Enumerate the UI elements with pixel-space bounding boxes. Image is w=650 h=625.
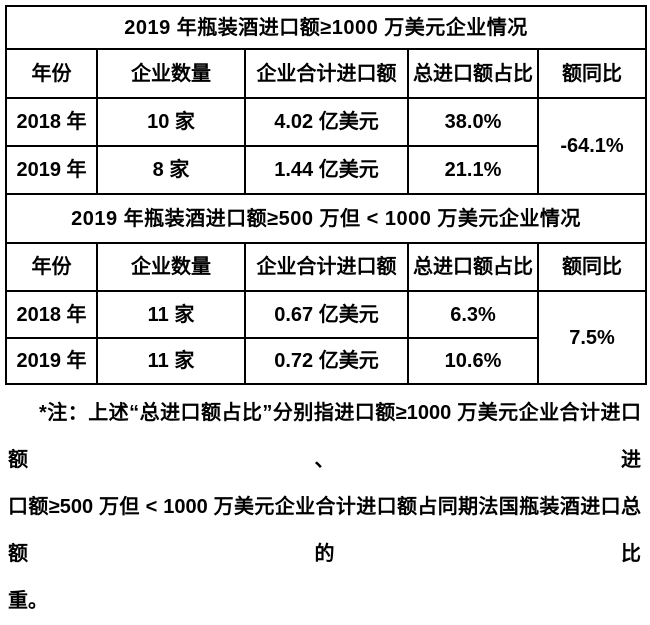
header-total-import: 企业合计进口额 bbox=[244, 242, 409, 292]
section2-title-row: 2019 年瓶装酒进口额≥500 万但 < 1000 万美元企业情况 bbox=[4, 193, 648, 244]
cell-import-share: 10.6% bbox=[407, 337, 539, 385]
cell-company-count: 10 家 bbox=[96, 97, 246, 147]
footnote: *注：上述“总进口额占比”分别指进口额≥1000 万美元企业合计进口额、进 口额… bbox=[8, 390, 641, 625]
header-company-count: 企业数量 bbox=[96, 48, 246, 99]
wine-import-table: 2019 年瓶装酒进口额≥1000 万美元企业情况 年份 企业数量 企业合计进口… bbox=[4, 5, 648, 385]
cell-total-import: 0.72 亿美元 bbox=[244, 337, 409, 385]
header-year: 年份 bbox=[5, 242, 98, 292]
section2-header-row: 年份 企业数量 企业合计进口额 总进口额占比 额同比 bbox=[5, 242, 648, 292]
table-row: 2019 年 11 家 0.72 亿美元 10.6% bbox=[5, 337, 646, 385]
cell-import-share: 6.3% bbox=[407, 290, 539, 339]
header-company-count: 企业数量 bbox=[96, 242, 246, 292]
table-row: 2019 年 8 家 1.44 亿美元 21.1% bbox=[5, 145, 646, 195]
cell-total-import: 0.67 亿美元 bbox=[244, 290, 409, 339]
cell-yoy-merged: 7.5% bbox=[536, 290, 648, 385]
table-row: 2018 年 11 家 0.67 亿美元 6.3% 7.5% bbox=[5, 290, 648, 385]
cell-import-share: 38.0% bbox=[407, 97, 539, 147]
footnote-line: 重。 bbox=[8, 590, 48, 612]
section1-header-row: 年份 企业数量 企业合计进口额 总进口额占比 额同比 bbox=[5, 48, 648, 99]
cell-yoy-merged: -64.1% bbox=[536, 97, 648, 195]
cell-company-count: 8 家 bbox=[96, 145, 246, 195]
cell-total-import: 4.02 亿美元 bbox=[244, 97, 409, 147]
section1-title: 2019 年瓶装酒进口额≥1000 万美元企业情况 bbox=[4, 5, 648, 50]
header-import-share: 总进口额占比 bbox=[407, 242, 539, 292]
cell-total-import: 1.44 亿美元 bbox=[244, 145, 409, 195]
section2-title: 2019 年瓶装酒进口额≥500 万但 < 1000 万美元企业情况 bbox=[4, 193, 648, 244]
cell-year: 2019 年 bbox=[5, 337, 98, 385]
cell-import-share: 21.1% bbox=[407, 145, 539, 195]
header-total-import: 企业合计进口额 bbox=[244, 48, 409, 99]
cell-company-count: 11 家 bbox=[96, 337, 246, 385]
cell-year: 2018 年 bbox=[5, 97, 98, 147]
header-yoy: 额同比 bbox=[536, 242, 648, 292]
section1-title-row: 2019 年瓶装酒进口额≥1000 万美元企业情况 bbox=[4, 5, 648, 50]
footnote-line: 口额≥500 万但 < 1000 万美元企业合计进口额占同期法国瓶装酒进口总额的… bbox=[8, 496, 641, 565]
cell-company-count: 11 家 bbox=[96, 290, 246, 339]
cell-year: 2018 年 bbox=[5, 290, 98, 339]
header-year: 年份 bbox=[5, 48, 98, 99]
footnote-line: *注：上述“总进口额占比”分别指进口额≥1000 万美元企业合计进口额、进 bbox=[8, 402, 641, 471]
header-import-share: 总进口额占比 bbox=[407, 48, 539, 99]
header-yoy: 额同比 bbox=[536, 48, 648, 99]
cell-year: 2019 年 bbox=[5, 145, 98, 195]
table-row: 2018 年 10 家 4.02 亿美元 38.0% -64.1% bbox=[5, 97, 648, 195]
